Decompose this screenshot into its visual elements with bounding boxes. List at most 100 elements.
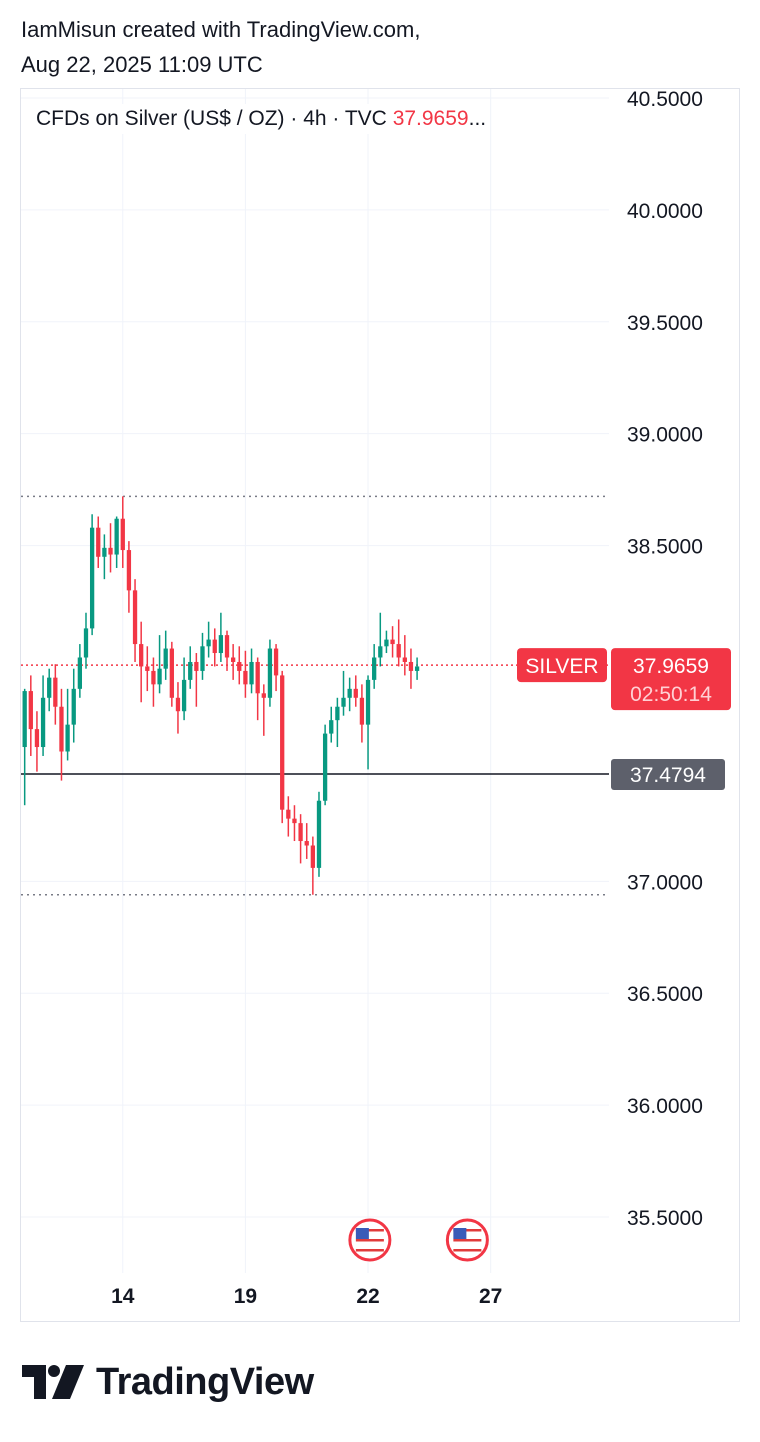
candle-body xyxy=(322,733,328,801)
candle[interactable] xyxy=(335,697,340,748)
candle[interactable] xyxy=(77,644,83,698)
candle[interactable] xyxy=(261,684,266,736)
candle[interactable] xyxy=(353,675,358,707)
candle-body xyxy=(102,547,107,557)
candle-body xyxy=(212,639,217,654)
candle-body xyxy=(396,644,401,658)
candle[interactable] xyxy=(224,630,230,671)
countdown-value: 02:50:14 xyxy=(630,683,712,706)
candle[interactable] xyxy=(212,628,217,667)
candle[interactable] xyxy=(298,814,303,864)
candle[interactable] xyxy=(132,579,138,662)
candle[interactable] xyxy=(329,706,334,743)
candle[interactable] xyxy=(255,657,260,721)
symbol-legend[interactable]: CFDs on Silver (US$ / OZ) · 4h · TVC 37.… xyxy=(36,104,491,134)
candle[interactable] xyxy=(65,688,70,761)
candle-body xyxy=(335,706,340,721)
candle[interactable] xyxy=(40,675,46,756)
candle[interactable] xyxy=(96,516,101,568)
candle[interactable] xyxy=(83,612,89,669)
candle[interactable] xyxy=(341,670,346,716)
candle-body xyxy=(22,691,27,748)
candle[interactable] xyxy=(108,523,113,573)
tradingview-logo[interactable]: TradingView xyxy=(22,1360,314,1404)
candle-body xyxy=(292,818,297,824)
candle[interactable] xyxy=(273,644,279,692)
candle[interactable] xyxy=(243,650,248,698)
candle[interactable] xyxy=(169,641,174,707)
candle[interactable] xyxy=(310,836,315,895)
marker-price-bg xyxy=(611,759,725,791)
candle[interactable] xyxy=(181,657,187,721)
candle-body xyxy=(341,697,346,707)
us-flag-icon[interactable] xyxy=(348,1218,392,1262)
candle[interactable] xyxy=(126,541,132,613)
flag-stripe xyxy=(355,1234,384,1237)
candle[interactable] xyxy=(396,619,401,667)
candle[interactable] xyxy=(206,621,211,658)
candle[interactable] xyxy=(151,657,156,707)
candle[interactable] xyxy=(316,791,322,877)
candle[interactable] xyxy=(359,684,365,743)
flag-stripe xyxy=(453,1244,482,1247)
candle[interactable] xyxy=(365,675,371,770)
candle[interactable] xyxy=(384,630,389,654)
candle[interactable] xyxy=(286,796,291,837)
candle[interactable] xyxy=(237,646,242,685)
candle[interactable] xyxy=(139,621,144,703)
candle-body xyxy=(261,693,266,698)
candle[interactable] xyxy=(322,724,328,806)
candle[interactable] xyxy=(114,516,119,568)
candle[interactable] xyxy=(194,653,199,707)
candle[interactable] xyxy=(102,534,107,580)
candle[interactable] xyxy=(89,514,95,636)
candle-body xyxy=(237,661,242,671)
symbol-price: 37.9659 xyxy=(392,107,469,130)
candle[interactable] xyxy=(218,612,224,662)
us-flag-icon[interactable] xyxy=(445,1218,489,1262)
candle[interactable] xyxy=(231,644,236,680)
chart-svg[interactable]: 40.5000 40.0000 39.5000 39.0000 38.5000 37.00… xyxy=(21,89,740,1322)
candle-body xyxy=(298,823,303,842)
candle[interactable] xyxy=(347,677,352,712)
candle-body xyxy=(65,724,70,752)
candle[interactable] xyxy=(292,805,297,842)
candle[interactable] xyxy=(120,496,125,568)
candle[interactable] xyxy=(22,688,27,806)
candle[interactable] xyxy=(372,644,377,689)
symbol-ellipsis: ... xyxy=(468,107,487,130)
candle[interactable] xyxy=(53,664,58,725)
current-price-badge[interactable]: SILVER 37.9659 02:50:14 xyxy=(517,648,731,711)
y-tick-label: 35.5000 xyxy=(627,1207,703,1230)
candle[interactable] xyxy=(28,675,33,756)
candle[interactable] xyxy=(414,657,420,680)
candle[interactable] xyxy=(402,635,407,676)
y-tick-label: 37.0000 xyxy=(627,871,703,894)
y-tick-label: 39.0000 xyxy=(627,424,703,447)
candle[interactable] xyxy=(378,612,383,667)
chart-frame[interactable]: 40.5000 40.0000 39.5000 39.0000 38.5000 37.00… xyxy=(20,88,740,1322)
candle[interactable] xyxy=(34,711,40,772)
candle[interactable] xyxy=(175,682,181,734)
candle-body xyxy=(47,677,52,698)
candle[interactable] xyxy=(71,668,76,743)
symbol-tag-bg xyxy=(517,648,607,683)
candle[interactable] xyxy=(59,688,64,781)
candle-body xyxy=(145,666,150,671)
candle[interactable] xyxy=(390,626,395,658)
candle[interactable] xyxy=(157,635,162,694)
candle[interactable] xyxy=(304,823,309,859)
candle[interactable] xyxy=(145,646,150,692)
candle[interactable] xyxy=(267,639,273,707)
candle[interactable] xyxy=(47,668,52,712)
marker-price-badge[interactable]: 37.4794 xyxy=(611,759,725,791)
candle[interactable] xyxy=(408,648,414,689)
candle[interactable] xyxy=(188,646,193,689)
flag-stripe xyxy=(453,1249,482,1252)
grid xyxy=(21,89,609,1273)
candle[interactable] xyxy=(280,670,285,824)
candle[interactable] xyxy=(163,630,168,680)
candle[interactable] xyxy=(200,632,205,680)
candle[interactable] xyxy=(249,648,254,694)
candle-body xyxy=(157,668,162,685)
